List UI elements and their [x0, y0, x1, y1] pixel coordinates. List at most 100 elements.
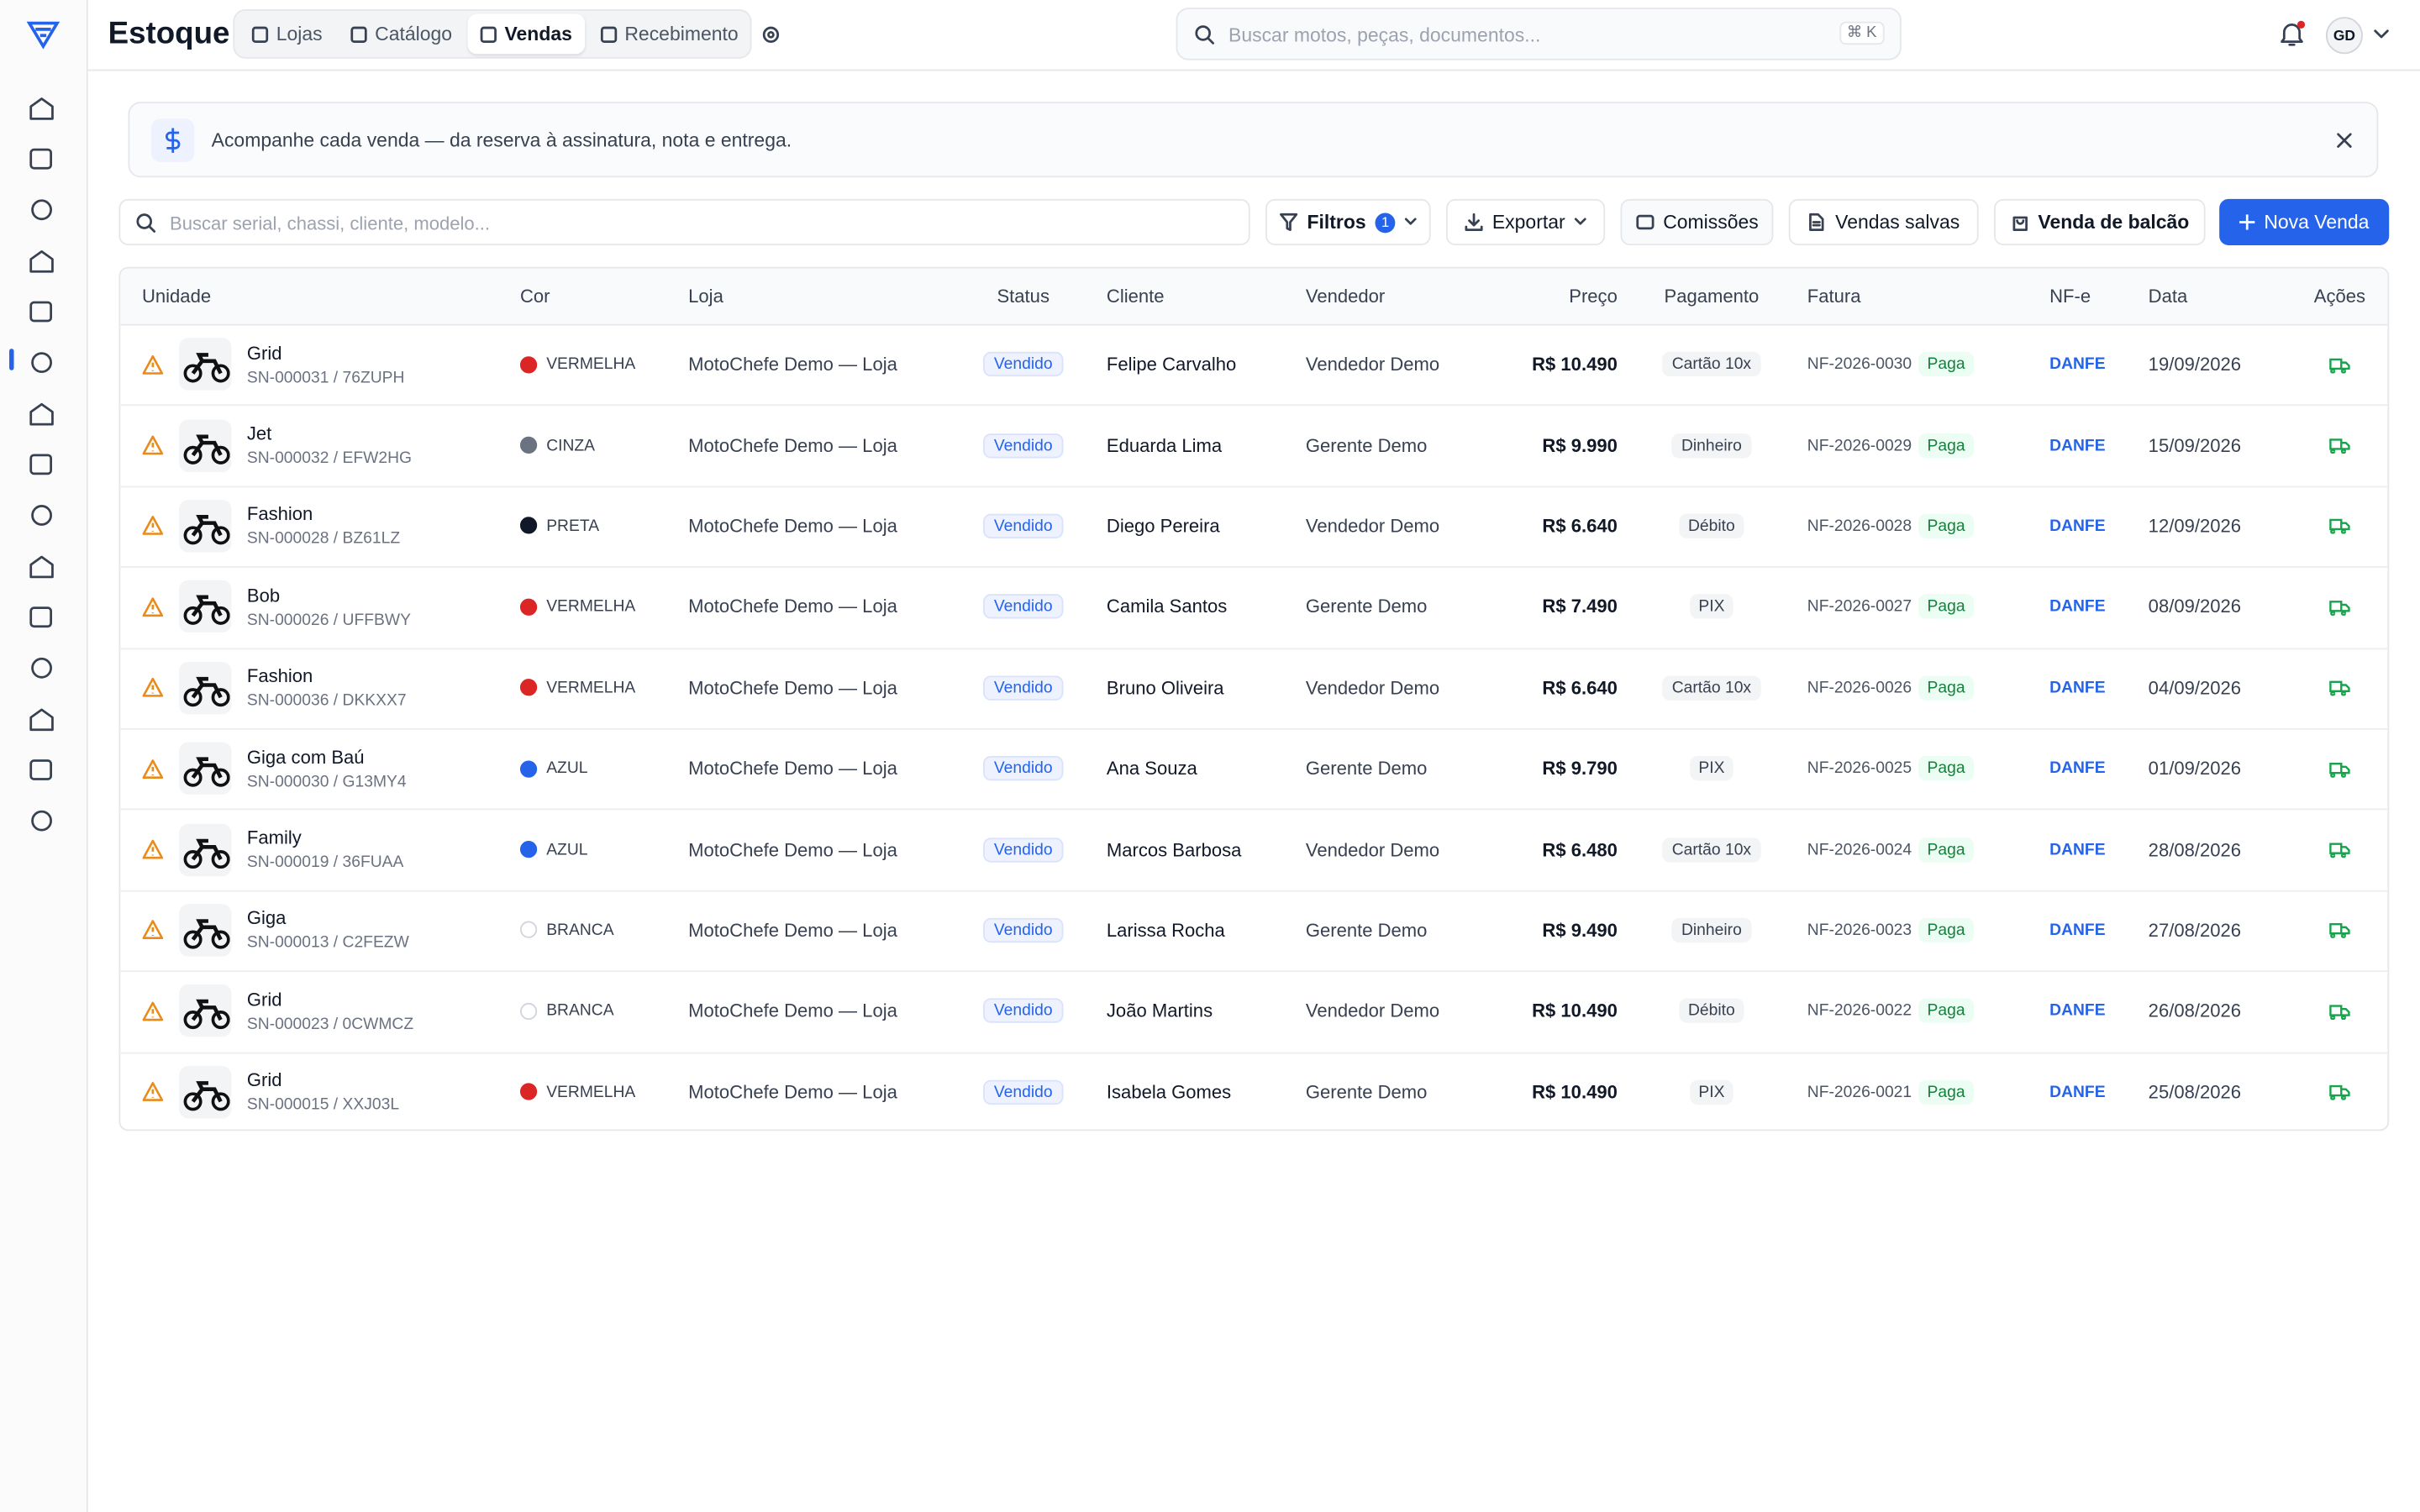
danfe-link[interactable]: DANFE [2049, 1082, 2106, 1102]
moto-image [183, 919, 230, 949]
date: 08/09/2026 [2148, 596, 2242, 618]
price: R$ 7.490 [1542, 596, 1618, 618]
unit-text: Jet SN-000032 / EFW2HG [247, 423, 412, 467]
seller-cell: Gerente Demo [1306, 405, 1499, 486]
caret [1575, 218, 1586, 225]
nav-icon[interactable] [29, 708, 54, 732]
dollar-icon [166, 128, 181, 153]
nav-icon[interactable] [29, 250, 54, 273]
unit-serial: SN-000031 / 76ZUPH [246, 368, 405, 387]
tab[interactable]: Vendas [467, 13, 585, 55]
nav-icon[interactable] [29, 555, 54, 579]
nfe-cell: DANFE [2049, 1052, 2142, 1130]
nav-icon[interactable] [29, 97, 54, 120]
invoice-status: Paga [1918, 352, 1975, 377]
nav-icon[interactable] [29, 402, 54, 426]
nav-icon[interactable] [31, 352, 52, 374]
global-search[interactable]: Buscar motos, peças, documentos... ⌘ K [1176, 8, 1902, 60]
counter-sale-button[interactable]: Venda de balcão [1994, 198, 2206, 246]
delivery-action[interactable] [2329, 356, 2351, 373]
danfe-link[interactable]: DANFE [2049, 517, 2106, 536]
client: Bruno Oliveira [1106, 676, 1224, 699]
delivery-action[interactable] [2329, 517, 2351, 535]
export-button[interactable]: Exportar [1445, 198, 1606, 246]
delivery-action[interactable] [2329, 598, 2351, 616]
nav-icon[interactable] [31, 505, 52, 526]
unit-text: Family SN-000019 / 36FUAA [247, 827, 404, 872]
payment-badge: Cartão 10x [1662, 352, 1761, 377]
nav-icon[interactable] [31, 657, 52, 679]
delivery-action[interactable] [2329, 921, 2351, 939]
nav-icon[interactable] [29, 606, 52, 628]
delivery-action[interactable] [2329, 680, 2351, 696]
invoice-number: NF-2026-0023 [1807, 921, 1912, 940]
danfe-link[interactable]: DANFE [2049, 436, 2106, 455]
table-row: Giga com Baú SN-000030 / G13MY4 AZUL MotoCh… [120, 728, 2388, 811]
status-cell: Vendido [961, 890, 1085, 970]
avatar-caret[interactable] [2374, 28, 2389, 40]
commissions-button[interactable]: Comissões [1620, 198, 1774, 246]
nav-icon[interactable] [31, 199, 52, 221]
delivery-action[interactable] [2329, 760, 2351, 778]
logo[interactable] [26, 18, 60, 50]
new-sale-button[interactable]: Nova Venda [2219, 198, 2390, 246]
payment-cell: PIX [1649, 566, 1776, 647]
payment-cell: Cartão 10x [1649, 324, 1776, 405]
unit-cell: Family SN-000019 / 36FUAA [142, 809, 497, 890]
nav-icon[interactable] [29, 301, 52, 323]
danfe-link[interactable]: DANFE [2049, 1001, 2106, 1021]
danfe-link[interactable]: DANFE [2049, 921, 2106, 940]
payment-cell: Cartão 10x [1649, 648, 1776, 728]
avatar[interactable]: GD [2325, 17, 2363, 55]
delivery-action[interactable] [2329, 1084, 2351, 1101]
invoice-number: NF-2026-0025 [1807, 759, 1912, 779]
client: Felipe Carvalho [1106, 353, 1237, 375]
color-cell: VERMELHA [519, 566, 682, 647]
danfe-link[interactable]: DANFE [2049, 840, 2106, 859]
color-cell: AZUL [519, 728, 682, 809]
seller: Vendedor Demo [1305, 1000, 1440, 1022]
warning-icon [142, 839, 164, 859]
color-dot [519, 517, 538, 535]
tab[interactable]: Catálogo [338, 14, 465, 55]
column-header: Preço [1569, 285, 1618, 307]
table-search[interactable]: Buscar serial, chassi, cliente, modelo..… [118, 198, 1250, 246]
nav-icon[interactable] [31, 810, 52, 832]
status-cell: Vendido [961, 405, 1085, 486]
unit-thumbnail [179, 984, 232, 1037]
price-cell: R$ 6.640 [1479, 486, 1617, 566]
danfe-link[interactable]: DANFE [2049, 354, 2106, 374]
tab[interactable]: Lojas [239, 14, 335, 55]
nav-icon[interactable] [29, 148, 52, 170]
store-cell: MotoChefe Demo — Loja [688, 405, 950, 486]
unit-model: Giga com Baú [246, 746, 365, 769]
delivery-action[interactable] [2329, 841, 2351, 858]
unit-cell: Grid SN-000023 / 0CWMCZ [142, 971, 497, 1052]
saved-button[interactable]: Vendas salvas [1788, 198, 1979, 246]
store: MotoChefe Demo — Loja [688, 1000, 897, 1022]
unit-text: Fashion SN-000036 / DKKXX7 [247, 665, 407, 710]
delivery-action[interactable] [2329, 1003, 2351, 1020]
danfe-link[interactable]: DANFE [2049, 759, 2106, 779]
tab[interactable]: Recebimento [587, 14, 750, 55]
nav-icons[interactable] [26, 92, 57, 833]
nav-icon[interactable] [29, 454, 52, 475]
nfe-cell: DANFE [2049, 971, 2142, 1052]
color-name: VERMELHA [546, 678, 636, 697]
banner-close[interactable] [2337, 133, 2352, 148]
unit-model: Grid [246, 342, 282, 364]
price: R$ 10.490 [1532, 353, 1618, 375]
delivery-action[interactable] [2329, 437, 2351, 454]
danfe-link[interactable]: DANFE [2049, 678, 2106, 697]
status-cell: Vendido [961, 324, 1085, 405]
settings-icon[interactable] [760, 24, 781, 45]
danfe-link[interactable]: DANFE [2049, 597, 2106, 617]
unit-serial: SN-000015 / XXJ03L [246, 1095, 400, 1115]
color-name: AZUL [546, 840, 588, 859]
nav-icon[interactable] [29, 759, 52, 780]
color-dot [519, 1083, 538, 1101]
notifications[interactable] [2278, 20, 2306, 48]
unit-serial: SN-000028 / BZ61LZ [246, 529, 401, 549]
filters-button[interactable]: Filtros 1 [1265, 198, 1431, 246]
seller-cell: Vendedor Demo [1306, 324, 1499, 405]
